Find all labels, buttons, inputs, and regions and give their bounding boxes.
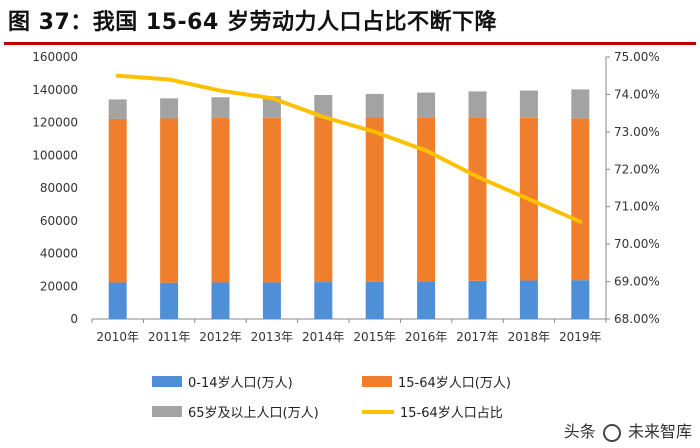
x-tick-label: 2017年 xyxy=(456,330,499,344)
bar-15-64 xyxy=(211,118,230,283)
y-tick-label: 60000 xyxy=(40,214,78,228)
bar-0-14 xyxy=(262,282,281,319)
bar-0-14 xyxy=(314,282,333,319)
x-tick-label: 2016年 xyxy=(405,330,448,344)
bar-0-14 xyxy=(519,280,538,319)
x-tick-label: 2010年 xyxy=(96,330,139,344)
bar-65 xyxy=(160,98,179,119)
bar-0-14 xyxy=(108,282,127,319)
y-tick-label: 80000 xyxy=(40,181,78,195)
bar-65 xyxy=(571,89,590,119)
title-underline xyxy=(4,42,696,45)
ratio-point xyxy=(116,74,120,78)
bar-0-14 xyxy=(160,282,179,319)
y-tick-label: 160000 xyxy=(32,50,78,64)
x-tick-label: 2013年 xyxy=(251,330,294,344)
ratio-point xyxy=(321,115,325,119)
y-tick-label: 40000 xyxy=(40,247,78,261)
y2-tick-label: 70.00% xyxy=(614,237,660,251)
y-tick-label: 140000 xyxy=(32,83,78,97)
x-tick-label: 2014年 xyxy=(302,330,345,344)
bar-65 xyxy=(468,91,487,118)
bar-65 xyxy=(314,95,333,118)
y2-tick-label: 69.00% xyxy=(614,275,660,289)
bar-65 xyxy=(417,92,436,118)
watermark-prefix: 头条 xyxy=(563,422,596,441)
y-tick-label: 20000 xyxy=(40,279,78,293)
y-tick-label: 0 xyxy=(70,312,78,326)
watermark-handle: 未来智库 xyxy=(627,422,692,441)
bar-15-64 xyxy=(262,117,281,283)
bar-65 xyxy=(108,99,127,119)
bar-15-64 xyxy=(108,118,127,283)
chart-title: 图 37：我国 15-64 岁劳动力人口占比不断下降 xyxy=(8,10,497,35)
y2-tick-label: 71.00% xyxy=(614,200,660,214)
bar-15-64 xyxy=(365,117,384,282)
bar-15-64 xyxy=(571,118,590,281)
bar-0-14 xyxy=(571,280,590,319)
watermark-logo-icon xyxy=(602,423,621,442)
x-tick-label: 2018年 xyxy=(508,330,551,344)
y2-tick-label: 73.00% xyxy=(614,125,660,139)
y-tick-label: 120000 xyxy=(32,116,78,130)
x-tick-label: 2019年 xyxy=(559,330,602,344)
bar-0-14 xyxy=(468,280,487,319)
x-tick-label: 2015年 xyxy=(353,330,396,344)
y2-tick-label: 72.00% xyxy=(614,162,660,176)
bar-15-64 xyxy=(160,118,179,283)
bar-0-14 xyxy=(417,281,436,319)
bar-65 xyxy=(211,97,230,119)
y2-tick-label: 75.00% xyxy=(614,50,660,64)
bar-0-14 xyxy=(211,282,230,319)
ratio-point xyxy=(219,89,222,93)
y2-tick-label: 74.00% xyxy=(614,87,660,101)
ratio-point xyxy=(167,77,171,81)
ratio-point xyxy=(527,197,531,201)
y-tick-label: 100000 xyxy=(32,148,78,162)
ratio-point xyxy=(373,130,377,134)
bar-0-14 xyxy=(365,281,384,319)
ratio-point xyxy=(476,175,479,179)
ratio-point xyxy=(424,149,428,153)
bar-15-64 xyxy=(417,117,436,282)
ratio-point xyxy=(270,96,274,100)
ratio-line xyxy=(115,73,583,224)
watermark: 头条 未来智库 xyxy=(563,418,692,442)
bar-65 xyxy=(519,90,538,118)
ratio-point xyxy=(578,220,582,224)
x-tick-label: 2012年 xyxy=(199,330,242,344)
y2-tick-label: 68.00% xyxy=(614,312,660,326)
bar-15-64 xyxy=(468,117,487,281)
bar-15-64 xyxy=(314,117,333,283)
x-tick-label: 2011年 xyxy=(148,330,191,344)
bar-65 xyxy=(365,93,384,118)
